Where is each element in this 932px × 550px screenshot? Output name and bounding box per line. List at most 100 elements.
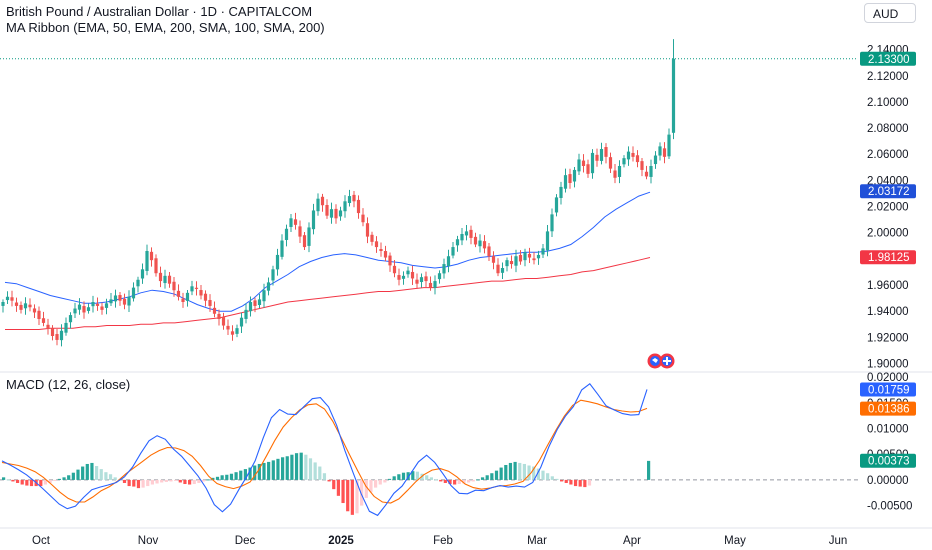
histogram-bar <box>448 479 452 485</box>
candle-body <box>406 270 410 275</box>
histogram-bar <box>85 463 89 480</box>
histogram-bar <box>90 462 94 480</box>
histogram-bar <box>122 479 127 483</box>
histogram-bar <box>253 465 257 480</box>
candle-body <box>32 308 37 313</box>
candle-body <box>572 169 577 182</box>
candle-body <box>289 218 293 227</box>
candle-body <box>154 258 158 274</box>
currency-selector[interactable]: AUD <box>864 3 916 23</box>
candle-body <box>248 302 253 312</box>
candle-body <box>505 260 509 267</box>
candle-body <box>194 287 199 289</box>
candle-body <box>388 255 392 266</box>
histogram-bar <box>20 479 24 485</box>
candle-body <box>77 304 82 310</box>
histogram-bar <box>532 466 536 480</box>
candle-body <box>433 281 437 288</box>
histogram-bar <box>462 479 466 484</box>
candle-body <box>392 265 397 274</box>
histogram-bar <box>480 477 485 480</box>
candle-body <box>379 249 383 251</box>
histogram-bar <box>104 472 108 480</box>
histogram-bar <box>146 479 150 487</box>
candle-body <box>109 299 113 304</box>
histogram-bar <box>476 479 480 481</box>
histogram-bar <box>290 454 294 480</box>
candle-body <box>82 306 86 313</box>
events-icon[interactable] <box>647 353 675 369</box>
candle-body <box>244 309 248 319</box>
candle-body <box>541 248 545 255</box>
histogram-bar <box>267 461 271 480</box>
candle-body <box>352 194 356 202</box>
candle-body <box>325 204 329 216</box>
candle-body <box>613 170 617 178</box>
histogram-bar <box>439 479 443 482</box>
date-tick-label: Jun <box>829 535 848 547</box>
histogram-bar <box>550 476 554 480</box>
histogram-bar <box>350 479 354 515</box>
candle-body <box>91 302 95 307</box>
candle-body <box>464 231 469 236</box>
candle-body <box>329 209 334 218</box>
candle-body <box>280 240 284 257</box>
histogram-bar <box>508 462 513 480</box>
candle-body <box>496 264 500 274</box>
candle-body <box>482 241 487 249</box>
candle-body <box>5 296 10 301</box>
candle-body <box>334 208 338 219</box>
candle-body <box>46 324 50 329</box>
price-tick-label: 1.94000 <box>867 306 909 318</box>
histogram-bar <box>355 479 359 514</box>
histogram-bar <box>164 479 168 482</box>
candle-body <box>446 256 451 266</box>
histogram-bar <box>485 475 489 480</box>
candle-body <box>212 307 217 314</box>
macd-tick-label: 0.00000 <box>867 475 909 487</box>
histogram-bar <box>29 479 34 487</box>
histogram-bar <box>178 479 182 483</box>
ema200-tag-text: 1.98125 <box>868 252 910 264</box>
candle-body <box>50 328 55 336</box>
histogram-bar <box>220 475 224 480</box>
candle-body <box>590 152 595 174</box>
candle-body <box>149 251 154 261</box>
histogram-bar <box>536 468 540 480</box>
candle-body <box>374 241 379 248</box>
histogram-bar <box>583 479 587 488</box>
last-price-tag <box>860 51 916 66</box>
price-tags: 2.13300 2.03172 1.98125 0.01759 0.01386 0.003… <box>860 51 916 468</box>
candle-body <box>221 317 226 326</box>
candle-body <box>226 325 230 330</box>
candlesticks <box>1 39 676 347</box>
histogram-bar <box>206 479 210 481</box>
histogram-bar <box>564 479 568 483</box>
candle-body <box>442 264 446 274</box>
histogram-bar <box>518 462 522 480</box>
histogram-bar <box>587 479 592 486</box>
candle-body <box>617 166 622 177</box>
histogram-bar <box>225 474 229 480</box>
histogram-bar <box>299 452 303 480</box>
macd-legend[interactable]: MACD (12, 26, close) <box>6 377 131 392</box>
histogram-value-tag-text: 0.00373 <box>868 456 910 468</box>
histogram-bar <box>341 479 345 504</box>
indicator-legend[interactable]: MA Ribbon (EMA, 50, EMA, 200, SMA, 100, … <box>6 20 325 35</box>
histogram-bar <box>346 479 350 512</box>
histogram-bar <box>308 458 313 480</box>
candle-body <box>257 299 262 306</box>
histogram-bar <box>141 479 145 488</box>
histogram-bar <box>71 472 75 480</box>
macd-tick-label: 0.02000 <box>867 372 909 384</box>
histogram-value-tag <box>860 453 916 468</box>
candle-body <box>460 234 464 241</box>
histogram-bar <box>192 479 196 485</box>
date-tick-label: May <box>724 535 746 547</box>
candle-body <box>604 147 608 157</box>
candle-body <box>563 175 568 189</box>
candle-body <box>469 229 473 238</box>
candle-body <box>631 152 635 157</box>
histogram-bar <box>499 467 503 480</box>
